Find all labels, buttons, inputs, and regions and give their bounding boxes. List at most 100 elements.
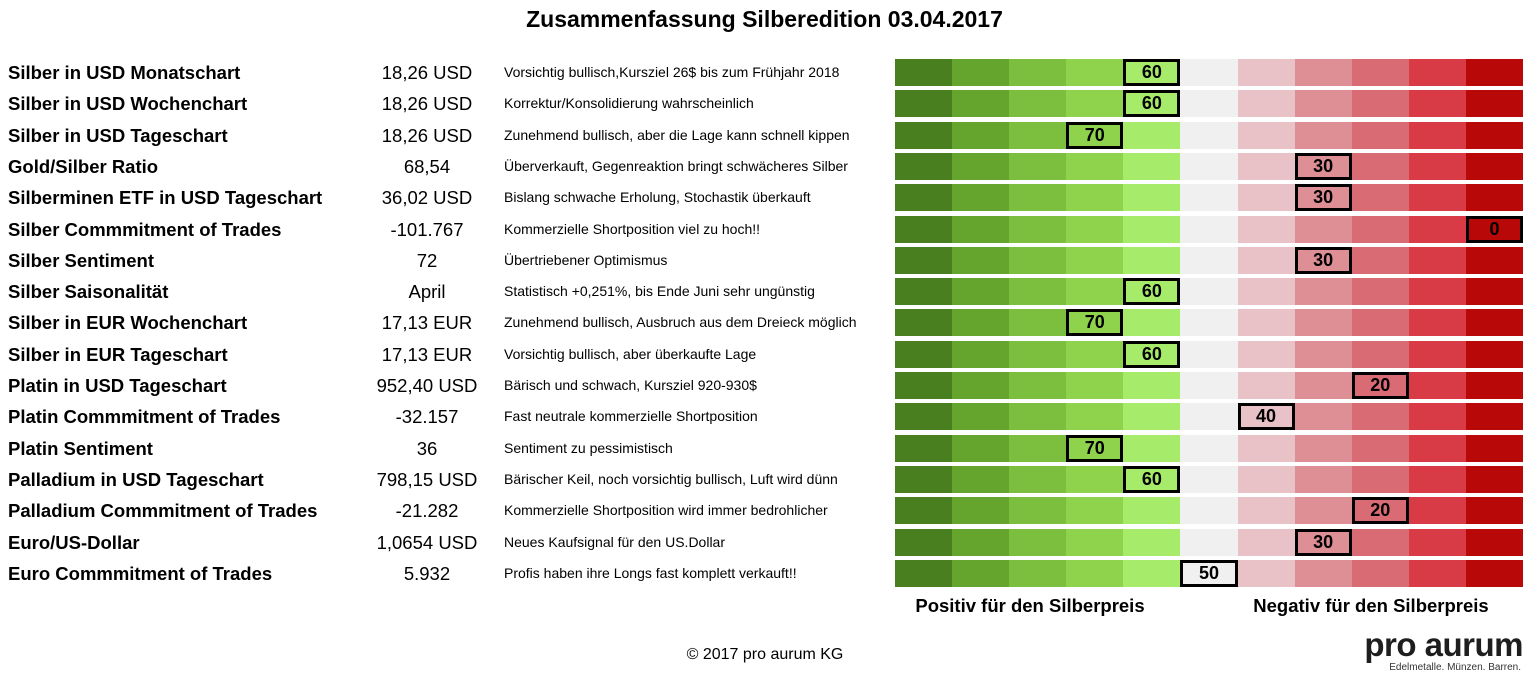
- scale-segment: [1009, 309, 1067, 337]
- scale-segment: [895, 309, 953, 337]
- score-marker: 30: [1294, 152, 1352, 180]
- scale-segment: [1009, 152, 1067, 180]
- score-marker: 20: [1351, 372, 1409, 399]
- scale-segment: [1237, 528, 1296, 556]
- scale-segment: [1408, 497, 1467, 525]
- scale-segment: [1180, 403, 1239, 431]
- scale-segment: [1009, 559, 1067, 587]
- row-comment: Bärisch und schwach, Kursziel 920-930$: [504, 377, 757, 393]
- table-row: Silber Commmitment of Trades -101.767 Komm…: [0, 214, 1529, 245]
- scale-segment: [952, 184, 1010, 212]
- scale-segment: [952, 434, 1010, 462]
- scale-segment: [895, 528, 953, 556]
- scale-segment: [1465, 90, 1524, 118]
- scale-segment: [895, 121, 953, 149]
- scale-segment: [1180, 340, 1239, 368]
- score-marker: 30: [1294, 246, 1352, 274]
- scale-segment: [952, 497, 1010, 525]
- scale-segment: [1408, 434, 1467, 462]
- scale-segment: [895, 497, 953, 525]
- scale-segment: [1237, 465, 1296, 493]
- scale-segment: [1351, 528, 1410, 556]
- scale-segment: [895, 372, 953, 399]
- scale-segment: [952, 465, 1010, 493]
- scale-segment: [895, 184, 953, 212]
- scale-segment: [1237, 372, 1296, 399]
- scale-segment: [895, 215, 953, 243]
- scale-segment: [1180, 59, 1239, 86]
- row-label: Euro/US-Dollar: [8, 531, 140, 553]
- scale-segment: [1066, 403, 1124, 431]
- scale-segment: [1123, 559, 1181, 587]
- scale-segment: [1294, 278, 1353, 306]
- scale-segment: [1009, 340, 1067, 368]
- row-value: 68,54: [403, 155, 451, 177]
- scale-segment: [1009, 278, 1067, 306]
- row-value: 72: [416, 249, 438, 271]
- row-comment: Profis haben ihre Longs fast komplett ve…: [504, 564, 797, 581]
- scale-segment: [895, 559, 953, 587]
- scale-segment: [1408, 246, 1467, 274]
- score-scale: 30: [895, 246, 1524, 274]
- score-scale: 30: [895, 152, 1524, 180]
- scale-segment: [1237, 278, 1296, 306]
- row-value: -32.157: [395, 406, 459, 428]
- table-row: Palladium in USD Tageschart 798,15 USD Bär…: [0, 464, 1529, 495]
- score-marker: 40: [1237, 403, 1295, 431]
- scale-segment: [1465, 465, 1524, 493]
- row-comment: Bärischer Keil, noch vorsichtig bullisch…: [504, 470, 838, 487]
- score-marker: 60: [1123, 59, 1181, 86]
- score-scale: 60: [895, 59, 1524, 86]
- score-scale: 20: [895, 497, 1524, 525]
- row-value: 18,26 USD: [381, 124, 473, 146]
- score-scale: 60: [895, 90, 1524, 118]
- scale-segment: [1351, 215, 1410, 243]
- scale-segment: [1294, 403, 1353, 431]
- pro-aurum-logo: pro aurum Edelmetalle. Münzen. Barren.: [1348, 626, 1523, 674]
- table-row: Platin Sentiment 36 Sentiment zu pessimist…: [0, 433, 1529, 464]
- scale-segment: [1465, 309, 1524, 337]
- scale-segment: [1180, 121, 1239, 149]
- scale-segment: [1066, 528, 1124, 556]
- scale-segment: [952, 309, 1010, 337]
- score-marker: 50: [1180, 559, 1238, 587]
- scale-segment: [1351, 403, 1410, 431]
- row-label: Silber Saisonalität: [8, 281, 169, 303]
- row-value: -21.282: [395, 500, 459, 522]
- scale-segment: [1408, 59, 1467, 86]
- scale-segment: [1351, 278, 1410, 306]
- row-comment: Vorsichtig bullisch,Kursziel 26$ bis zum…: [504, 64, 840, 80]
- scale-segment: [1408, 152, 1467, 180]
- row-label: Silber in USD Tageschart: [8, 124, 228, 146]
- score-marker: 70: [1066, 309, 1124, 337]
- scale-segment: [1180, 184, 1239, 212]
- row-label: Silber in EUR Wochenchart: [8, 312, 248, 334]
- scale-segment: [1408, 403, 1467, 431]
- scale-segment: [1408, 528, 1467, 556]
- scale-segment: [1180, 215, 1239, 243]
- scale-segment: [895, 278, 953, 306]
- axis-label-positive: Positiv für den Silberpreis: [915, 595, 1145, 616]
- row-comment: Überverkauft, Gegenreaktion bringt schwä…: [504, 157, 848, 174]
- scale-segment: [1066, 278, 1124, 306]
- scale-segment: [1180, 246, 1239, 274]
- row-value: 18,26 USD: [381, 62, 473, 83]
- score-marker: 70: [1066, 121, 1124, 149]
- scale-segment: [1009, 59, 1067, 86]
- scale-segment: [1009, 465, 1067, 493]
- scale-segment: [1465, 340, 1524, 368]
- scale-segment: [1123, 215, 1181, 243]
- scale-segment: [1237, 340, 1296, 368]
- scale-segment: [1465, 184, 1524, 212]
- scale-segment: [1465, 59, 1524, 86]
- scale-segment: [952, 403, 1010, 431]
- table-row: Platin Commmitment of Trades -32.157 Fast …: [0, 401, 1529, 432]
- scale-segment: [1351, 59, 1410, 86]
- scale-segment: [952, 246, 1010, 274]
- score-scale: 70: [895, 434, 1524, 462]
- scale-segment: [1351, 434, 1410, 462]
- scale-segment: [952, 215, 1010, 243]
- table-row: Platin in USD Tageschart 952,40 USD Bärisc…: [0, 370, 1529, 401]
- scale-segment: [1237, 59, 1296, 86]
- scale-segment: [952, 340, 1010, 368]
